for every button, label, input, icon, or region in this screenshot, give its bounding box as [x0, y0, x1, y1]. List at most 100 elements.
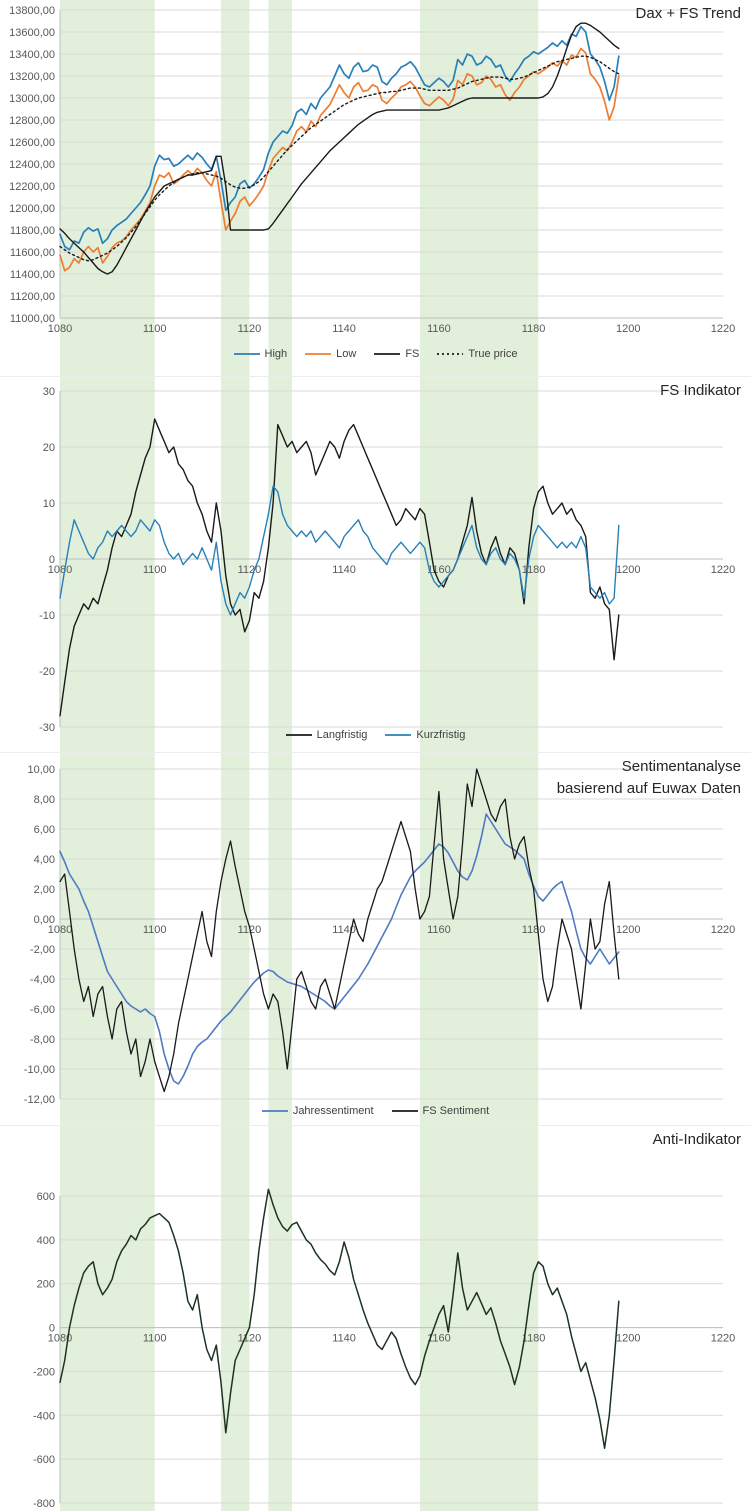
svg-text:1080: 1080: [48, 924, 72, 936]
legend-item-langfristig: Langfristig: [285, 729, 368, 741]
legend-swatch-fs-icon: [374, 353, 401, 355]
legend-swatch-fs-sentiment-icon: [391, 1110, 418, 1112]
anti-indikator-title: Anti-Indikator: [652, 1131, 741, 1148]
svg-text:10: 10: [43, 498, 55, 510]
series-line-fs-sentiment: [59, 768, 620, 1093]
svg-text:6,00: 6,00: [34, 824, 55, 836]
legend-item-true-price: True price: [437, 348, 517, 360]
legend-item-jahressentiment: Jahressentiment: [261, 1105, 374, 1117]
chart-canvas: 13800,00 13600,00 13400,00 13200,00 13000,00…: [9, 0, 735, 376]
legend-item-fs: FS: [374, 348, 419, 360]
legend-swatch-high-icon: [233, 353, 260, 355]
chart-canvas: 10,00 8,00 6,00 4,00 2,00 0,00 -2,00 -4,00 -6,00…: [24, 753, 735, 1125]
sentimentanalyse-title-line1: Sentimentanalyse: [621, 758, 741, 775]
svg-text:2,00: 2,00: [34, 884, 55, 896]
legend-label-langfristig: Langfristig: [316, 729, 368, 741]
gridlines: [60, 1195, 723, 1504]
svg-text:13000,00: 13000,00: [9, 93, 55, 105]
dax-fs-trend-plot: 13800,00 13600,00 13400,00 13200,00 13000,00…: [0, 0, 751, 376]
svg-text:1100: 1100: [143, 1333, 167, 1345]
svg-text:-30: -30: [39, 722, 55, 734]
svg-text:-8,00: -8,00: [30, 1034, 55, 1046]
svg-text:4,00: 4,00: [34, 854, 55, 866]
svg-text:1180: 1180: [522, 323, 546, 335]
legend-swatch-langfristig-icon: [285, 734, 312, 736]
svg-text:1220: 1220: [711, 564, 735, 576]
svg-text:13400,00: 13400,00: [9, 49, 55, 61]
svg-text:600: 600: [37, 1191, 55, 1203]
legend-label-true-price: True price: [468, 348, 518, 360]
legend-item-kurzfristig: Kurzfristig: [385, 729, 465, 741]
svg-text:13600,00: 13600,00: [9, 27, 55, 39]
legend-label-fs-sentiment: FS Sentiment: [422, 1105, 490, 1117]
legend-swatch-kurzfristig-icon: [385, 734, 412, 736]
svg-text:11200,00: 11200,00: [10, 291, 55, 303]
svg-text:12800,00: 12800,00: [9, 115, 55, 127]
series-line-true-price: [59, 55, 620, 262]
highlight-bands: [60, 753, 539, 1125]
legend-swatch-jahressentiment-icon: [261, 1110, 288, 1112]
legend-label-kurzfristig: Kurzfristig: [416, 729, 466, 741]
series-line-fs: [59, 22, 620, 275]
legend-swatch-true-price-icon: [437, 353, 464, 355]
svg-text:20: 20: [43, 442, 55, 454]
legend-label-jahressentiment: Jahressentiment: [292, 1105, 374, 1117]
svg-text:0,00: 0,00: [34, 914, 55, 926]
x-axis-labels: 1080 1100 1120 1140 1160 1180 1200 1220: [48, 323, 735, 335]
svg-text:1200: 1200: [616, 564, 640, 576]
y-axis-labels: 13800,00 13600,00 13400,00 13200,00 13000,00…: [9, 5, 55, 325]
gridlines: [60, 9, 723, 319]
svg-text:1160: 1160: [427, 1333, 451, 1345]
svg-text:1120: 1120: [238, 924, 262, 936]
svg-text:11600,00: 11600,00: [10, 247, 55, 259]
svg-text:1160: 1160: [427, 924, 451, 936]
svg-text:1140: 1140: [332, 323, 356, 335]
x-axis-labels: 1080 1100 1120 1140 1160 1180 1200 1220: [48, 1333, 735, 1345]
svg-text:1200: 1200: [616, 924, 640, 936]
series-line-anti-indikator: [59, 1188, 620, 1449]
svg-text:1080: 1080: [48, 1333, 72, 1345]
svg-text:1180: 1180: [522, 924, 546, 936]
svg-text:11000,00: 11000,00: [10, 313, 55, 325]
svg-text:12400,00: 12400,00: [9, 159, 55, 171]
highlight-bands: [60, 1126, 539, 1511]
highlight-bands: [60, 377, 539, 752]
y-axis-labels: 600 400 200 0 -200 -400 -600 -800: [33, 1191, 55, 1510]
legend-item-high: High: [233, 348, 288, 360]
svg-text:11400,00: 11400,00: [10, 269, 55, 281]
chart-canvas: 600 400 200 0 -200 -400 -600 -800 1080 1100 1120 11…: [33, 1126, 735, 1511]
svg-text:400: 400: [37, 1235, 55, 1247]
svg-text:12200,00: 12200,00: [9, 181, 55, 193]
svg-text:11800,00: 11800,00: [10, 225, 55, 237]
series-line-jahressentiment: [59, 813, 620, 1085]
svg-text:8,00: 8,00: [34, 794, 55, 806]
sentimentanalyse-title: Sentimentanalyse basierend auf Euwax Dat…: [557, 756, 741, 800]
svg-text:30: 30: [43, 386, 55, 398]
svg-text:-10,00: -10,00: [24, 1064, 55, 1076]
chart-panel-dax-fs-trend: 13800,00 13600,00 13400,00 13200,00 13000,00…: [0, 0, 751, 376]
svg-text:200: 200: [37, 1279, 55, 1291]
svg-text:-6,00: -6,00: [30, 1004, 55, 1016]
svg-text:1080: 1080: [48, 564, 72, 576]
fs-indikator-title: FS Indikator: [660, 382, 741, 399]
svg-text:-2,00: -2,00: [30, 944, 55, 956]
svg-text:-800: -800: [33, 1498, 55, 1510]
legend-label-fs: FS: [405, 348, 420, 360]
chart-panel-sentimentanalyse: 10,00 8,00 6,00 4,00 2,00 0,00 -2,00 -4,00 -6,00…: [0, 752, 751, 1125]
svg-text:12000,00: 12000,00: [9, 203, 55, 215]
svg-text:1120: 1120: [238, 323, 262, 335]
legend-item-low: Low: [305, 348, 356, 360]
svg-text:1140: 1140: [332, 564, 356, 576]
y-axis-labels: 10,00 8,00 6,00 4,00 2,00 0,00 -2,00 -4,00 -6,00…: [24, 764, 55, 1106]
svg-text:1100: 1100: [143, 323, 167, 335]
svg-text:1220: 1220: [711, 924, 735, 936]
legend-label-high: High: [264, 348, 288, 360]
svg-text:1200: 1200: [616, 323, 640, 335]
series-line-kurzfristig: [59, 485, 620, 616]
svg-text:1220: 1220: [711, 1333, 735, 1345]
gridlines: [60, 768, 723, 1100]
y-axis-labels: 30 20 10 0 -10 -20 -30: [39, 386, 55, 734]
sentimentanalyse-legend: Jahressentiment FS Sentiment: [0, 1105, 751, 1117]
sentimentanalyse-plot: 10,00 8,00 6,00 4,00 2,00 0,00 -2,00 -4,00 -6,00…: [0, 753, 751, 1125]
